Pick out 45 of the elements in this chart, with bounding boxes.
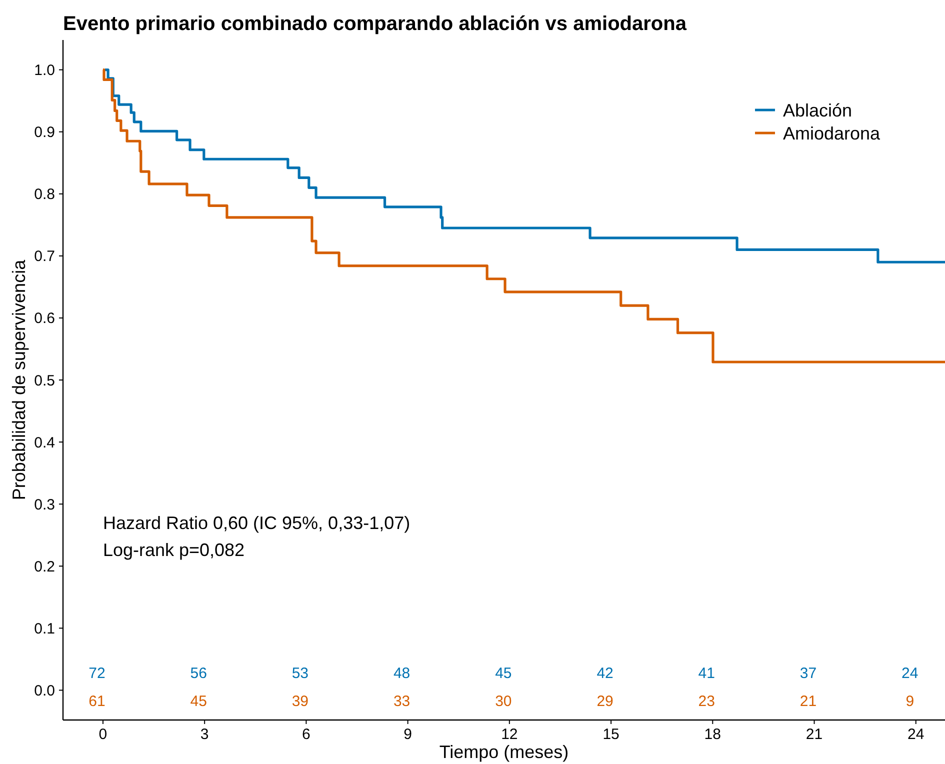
y-tick-label: 0.7 bbox=[34, 248, 55, 266]
y-tick-label: 0.5 bbox=[34, 372, 55, 390]
y-tick-label: 0.8 bbox=[34, 186, 55, 204]
legend-label: Ablación bbox=[783, 100, 852, 120]
x-axis-title: Tiempo (meses) bbox=[439, 742, 569, 762]
annotation: 39 bbox=[292, 693, 309, 710]
annotation: Hazard Ratio 0,60 (IC 95%, 0,33-1,07) bbox=[102, 513, 410, 533]
x-tick-label: 18 bbox=[704, 726, 721, 743]
y-tick-label: 0.6 bbox=[34, 310, 55, 328]
annotation: 23 bbox=[698, 693, 715, 710]
x-tick-label: 24 bbox=[908, 726, 924, 743]
x-tick-label: 0 bbox=[98, 726, 108, 743]
annotation: 37 bbox=[800, 665, 817, 682]
x-tick-label: 9 bbox=[404, 726, 412, 743]
y-tick-label: 1.0 bbox=[34, 62, 55, 80]
x-tick-label: 3 bbox=[200, 726, 209, 743]
y-tick-label: 0.9 bbox=[34, 124, 55, 142]
annotation: 42 bbox=[596, 665, 614, 682]
x-tick-label: 21 bbox=[806, 726, 823, 743]
annotation: 24 bbox=[902, 665, 918, 682]
legend-label: Amiodarona bbox=[783, 123, 882, 144]
annotation: 56 bbox=[190, 665, 207, 682]
annotation: 21 bbox=[800, 693, 817, 710]
annotation: 33 bbox=[393, 693, 410, 710]
annotation: 48 bbox=[393, 665, 410, 682]
x-tick-label: 12 bbox=[501, 726, 518, 743]
y-tick-label: 0.0 bbox=[34, 682, 55, 700]
y-axis-title: Probabilidad de supervivencia bbox=[9, 258, 29, 500]
annotation: 30 bbox=[495, 693, 512, 710]
y-tick-label: 0.3 bbox=[34, 496, 55, 514]
annotation: 29 bbox=[596, 693, 614, 710]
y-tick-label: 0.2 bbox=[34, 558, 55, 576]
y-tick-label: 0.1 bbox=[34, 620, 55, 638]
annotation: 45 bbox=[495, 665, 512, 682]
chart-title: Evento primario combinado comparando ablación vs amiodarona bbox=[63, 13, 688, 35]
annotation: Log-rank p=0,082 bbox=[102, 540, 245, 560]
annotation: 61 bbox=[88, 693, 106, 710]
y-tick-label: 0.4 bbox=[34, 434, 55, 452]
annotation: 72 bbox=[88, 665, 106, 682]
annotation: 45 bbox=[190, 693, 207, 710]
x-tick-label: 6 bbox=[302, 726, 310, 743]
x-tick-label: 15 bbox=[602, 726, 620, 743]
annotation: 9 bbox=[906, 693, 914, 710]
annotation: 41 bbox=[698, 665, 715, 682]
annotation: 53 bbox=[292, 665, 309, 682]
